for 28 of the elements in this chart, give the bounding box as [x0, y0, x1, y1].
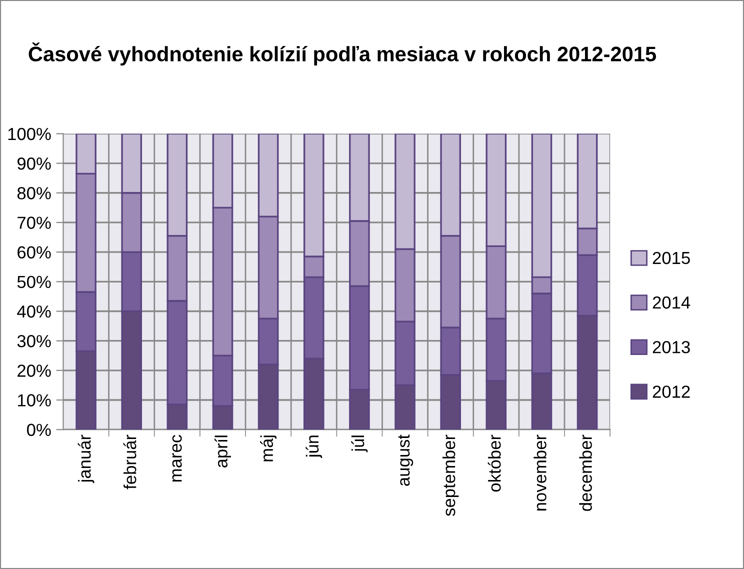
y-tick-label: 30% [17, 335, 51, 348]
legend-label: 2013 [652, 340, 690, 354]
y-tick-label: 10% [18, 394, 51, 406]
chart-title: Časové vyhodnotenie kolízií podľa mesiaca v rokoch 2012-2015 [28, 42, 656, 66]
y-tick-label: 80% [17, 187, 51, 200]
y-tick-label: 40% [17, 305, 51, 318]
y-tick-label: 90% [18, 157, 51, 170]
x-tick-label: júl [351, 436, 368, 452]
x-tick-label: september [442, 434, 459, 516]
x-tick-label: apríl [214, 436, 231, 468]
x-tick-label: október [488, 434, 501, 492]
x-tick-label: december [579, 434, 592, 511]
x-tick-label: máj [260, 436, 276, 462]
y-tick-label: 0% [27, 424, 51, 436]
x-tick-label: august [398, 434, 414, 486]
y-tick-label: 50% [17, 276, 51, 288]
legend-label: 2012 [652, 386, 690, 398]
legend-label: 2014 [652, 296, 690, 309]
y-tick-label: 60% [18, 246, 51, 259]
y-tick-label: 100% [8, 128, 51, 140]
y-tick-label: 20% [18, 364, 51, 377]
x-tick-label: november [534, 434, 546, 510]
legend-label: 2015 [652, 252, 690, 264]
y-tick-label: 70% [18, 216, 51, 229]
x-tick-label: január [78, 434, 94, 484]
x-tick-label: február [123, 434, 136, 490]
x-tick-label: jún [306, 436, 322, 458]
x-tick-label: marec [172, 434, 182, 482]
